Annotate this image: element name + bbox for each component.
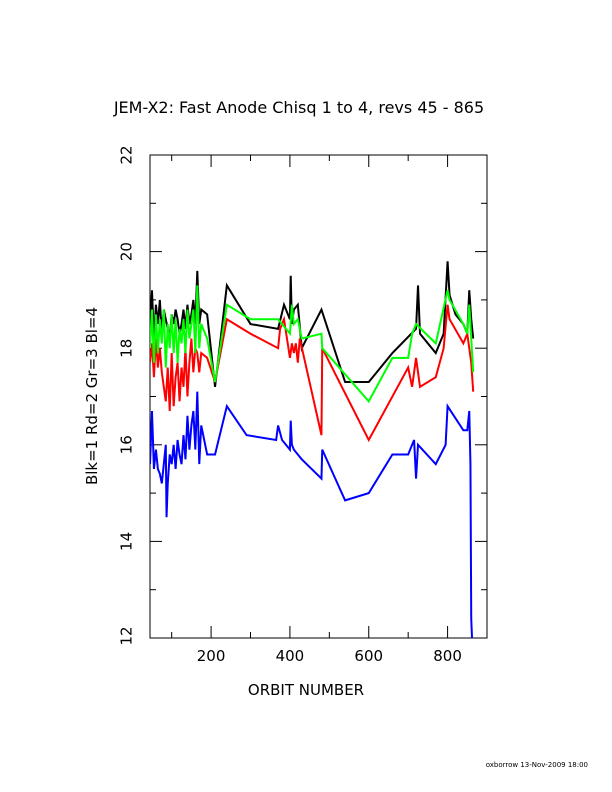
y-tick-label: 18 xyxy=(118,339,136,358)
chart-title: JEM-X2: Fast Anode Chisq 1 to 4, revs 45… xyxy=(113,98,484,117)
axes-ticks xyxy=(150,154,488,639)
series-line-3 xyxy=(150,285,475,404)
x-axis-label: ORBIT NUMBER xyxy=(248,681,364,699)
plot-frame xyxy=(149,154,488,639)
x-tick-label: 200 xyxy=(197,647,226,665)
y-tick-label: 12 xyxy=(118,626,136,645)
tick-labels: 200 400 600 800 14 16 18 20 22 12 xyxy=(118,145,462,665)
y-axis-label: Blk=1 Rd=2 Gr=3 Bl=4 xyxy=(83,307,101,485)
y-tick-label: 16 xyxy=(118,435,136,454)
series-line-2 xyxy=(150,304,475,443)
footer-stamp: oxborrow 13-Nov-2009 18:00 xyxy=(486,761,588,769)
y-tick-label: 14 xyxy=(118,532,136,551)
x-tick-label: 800 xyxy=(433,647,462,665)
y-tick-label: 20 xyxy=(118,242,136,261)
series-line-4 xyxy=(150,391,474,638)
y-tick-label: 22 xyxy=(118,145,136,164)
x-tick-label: 400 xyxy=(276,647,305,665)
series-layer xyxy=(150,261,475,638)
x-tick-label: 600 xyxy=(354,647,383,665)
